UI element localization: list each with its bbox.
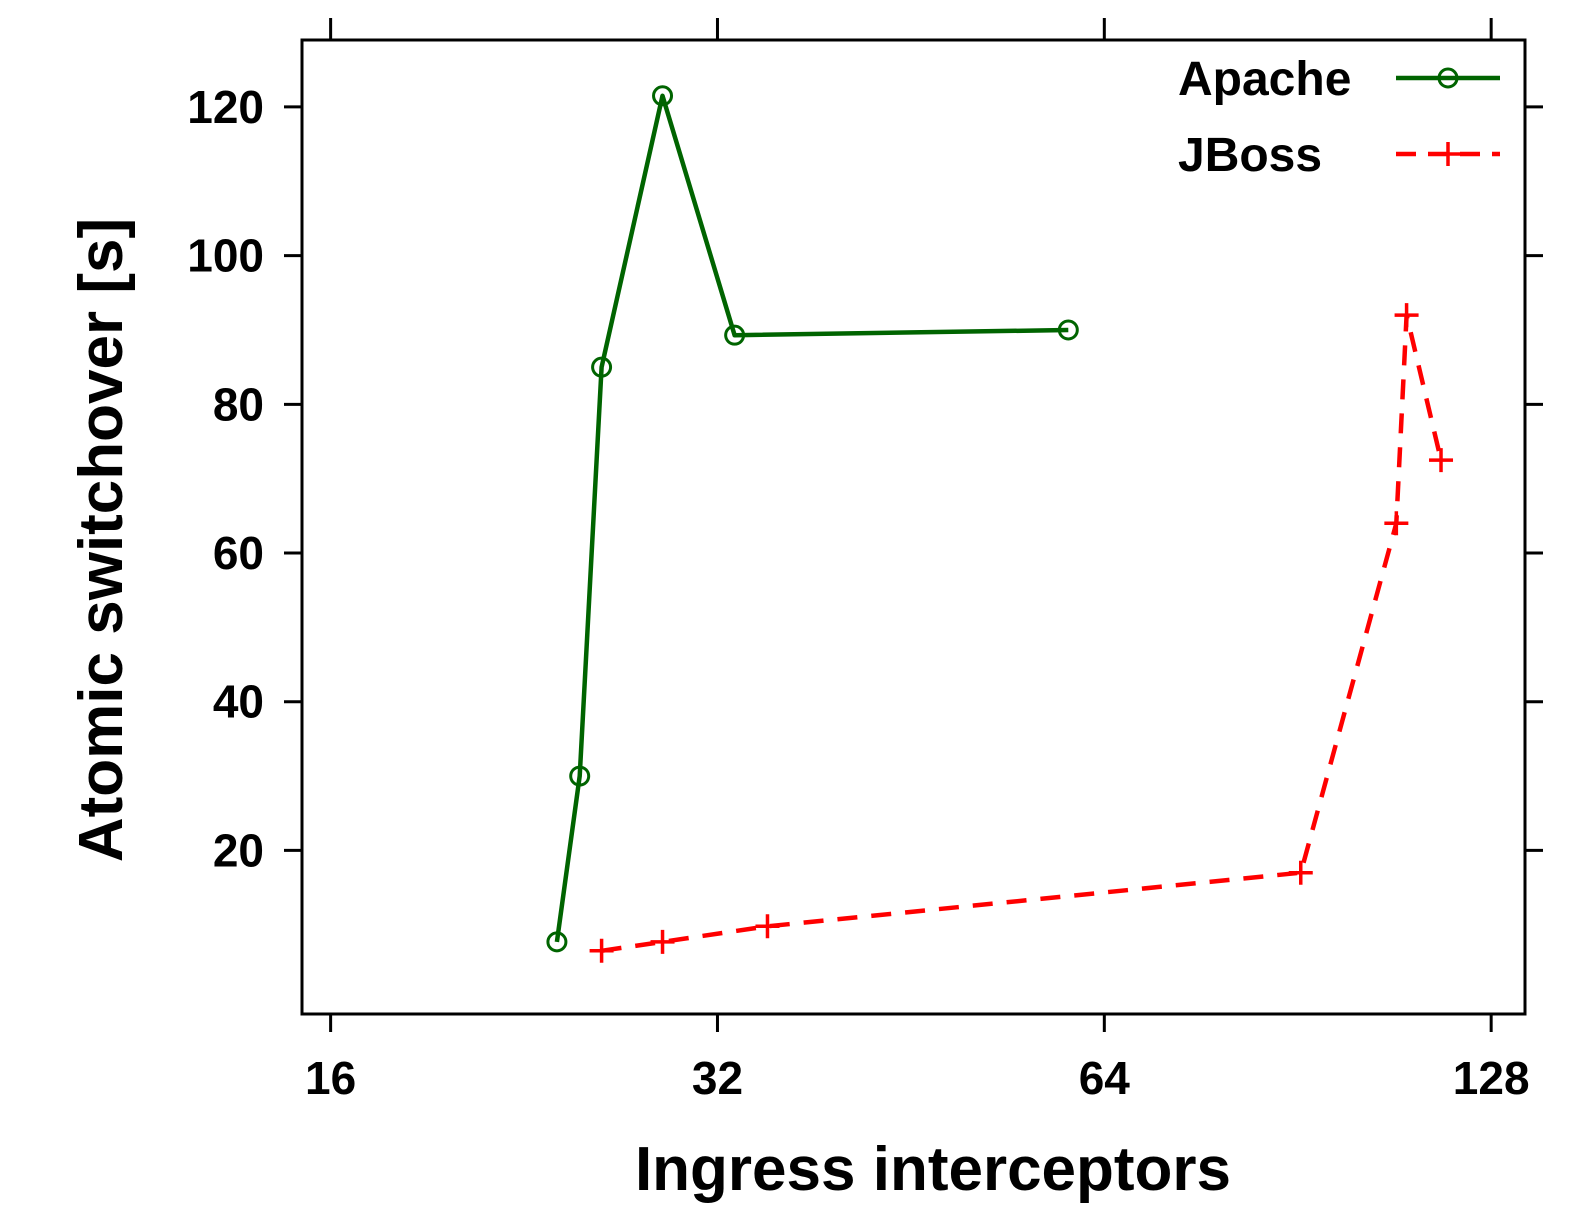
apache-point xyxy=(546,931,568,953)
y-tick-label: 40 xyxy=(213,676,264,728)
apache-point xyxy=(1057,319,1079,341)
y-tick-label: 100 xyxy=(187,230,264,282)
jboss-point xyxy=(1429,448,1454,473)
x-tick-label: 32 xyxy=(692,1052,743,1104)
apache-line xyxy=(554,93,1069,943)
legend-label-jboss: JBoss xyxy=(1178,129,1322,182)
apache-point xyxy=(652,85,674,107)
jboss-line xyxy=(601,312,1444,954)
y-tick-label: 60 xyxy=(213,527,264,579)
y-axis-title: Atomic switchover [s] xyxy=(67,218,136,862)
jboss-point xyxy=(589,938,614,963)
plot-frame xyxy=(300,38,1527,1016)
x-tick-label: 128 xyxy=(1453,1052,1530,1104)
x-tick-label: 16 xyxy=(305,1052,356,1104)
jboss-point xyxy=(650,929,675,954)
jboss-point xyxy=(1288,860,1313,885)
jboss-point xyxy=(755,914,780,939)
series-apache xyxy=(546,85,1079,953)
legend-marker-apache xyxy=(1437,67,1459,89)
series-layer xyxy=(546,85,1454,963)
y-tick-label: 120 xyxy=(187,81,264,133)
legend: Apache JBoss xyxy=(1178,53,1500,182)
jboss-point xyxy=(1394,303,1419,328)
y-tick-label: 80 xyxy=(213,378,264,430)
apache-point xyxy=(724,324,746,346)
x-tick-label: 64 xyxy=(1079,1052,1131,1104)
legend-marker-jboss xyxy=(1436,142,1460,166)
legend-label-apache: Apache xyxy=(1178,53,1351,106)
x-axis-title: Ingress interceptors xyxy=(635,1135,1231,1204)
apache-point xyxy=(569,765,591,787)
apache-point xyxy=(591,356,613,378)
series-jboss xyxy=(589,303,1454,963)
x-axis: 16 32 64 128 xyxy=(305,18,1530,1104)
jboss-point xyxy=(1384,511,1409,536)
y-axis: 20 40 60 80 100 120 xyxy=(187,81,1543,876)
y-tick-label: 20 xyxy=(213,824,264,876)
